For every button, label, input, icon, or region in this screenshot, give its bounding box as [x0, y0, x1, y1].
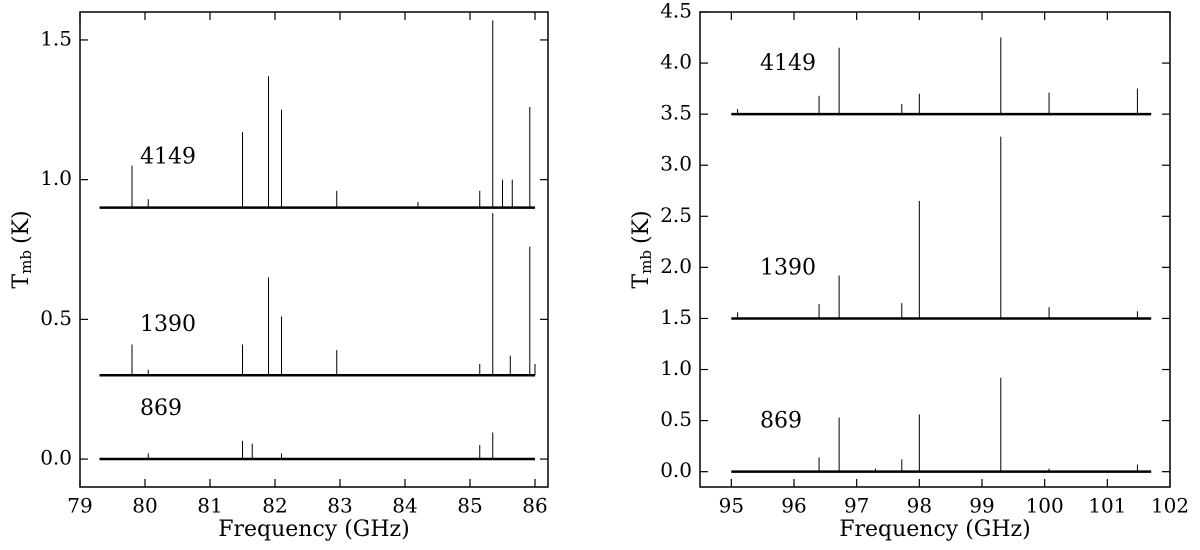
x-tick-label: 80	[132, 494, 157, 518]
x-axis-label: Frequency (GHz)	[839, 517, 1031, 542]
x-tick-label: 99	[969, 494, 994, 518]
x-tick-label: 79	[67, 494, 92, 518]
y-tick-label: 3.0	[660, 152, 692, 176]
y-tick-label: 3.5	[660, 101, 692, 125]
y-axis-label-main: T	[629, 274, 654, 289]
series-label: 869	[140, 396, 182, 421]
x-tick-label: 82	[262, 494, 287, 518]
y-axis-label-unit: (K)	[9, 210, 34, 244]
y-tick-label: 1.0	[40, 166, 72, 190]
series-label: 4149	[140, 145, 196, 170]
y-tick-label: 1.0	[660, 356, 692, 380]
x-tick-label: 102	[1151, 494, 1189, 518]
x-tick-label: 95	[719, 494, 744, 518]
y-tick-label: 2.0	[660, 254, 692, 278]
plot-frame	[79, 11, 549, 488]
y-tick-label: 0.0	[660, 458, 692, 482]
y-axis-label: Tmb (K)	[629, 210, 655, 288]
y-tick-label: 0.5	[40, 306, 72, 330]
plot-frame	[699, 11, 1171, 488]
x-tick-label: 98	[907, 494, 932, 518]
x-tick-label: 96	[781, 494, 806, 518]
x-tick-label: 83	[327, 494, 352, 518]
y-tick-label: 4.0	[660, 50, 692, 74]
y-tick-label: 0.0	[40, 446, 72, 470]
x-tick-label: 84	[392, 494, 417, 518]
y-tick-label: 0.5	[660, 407, 692, 431]
series-label: 1390	[760, 255, 816, 280]
x-tick-label: 97	[844, 494, 869, 518]
y-axis-label-main: T	[9, 274, 34, 289]
y-axis-label-unit: (K)	[629, 210, 654, 244]
x-tick-label: 85	[457, 494, 482, 518]
y-tick-label: 1.5	[40, 26, 72, 50]
y-axis-label-sub: mb	[637, 250, 655, 274]
x-axis-label: Frequency (GHz)	[218, 517, 410, 542]
y-axis-label-sub: mb	[17, 250, 35, 274]
y-tick-label: 4.5	[660, 0, 692, 23]
x-tick-label: 86	[522, 494, 547, 518]
series-label: 1390	[140, 312, 196, 337]
series-label: 869	[760, 409, 802, 434]
x-tick-label: 81	[197, 494, 222, 518]
y-axis-label: Tmb (K)	[9, 210, 35, 288]
y-tick-label: 1.5	[660, 305, 692, 329]
series-label: 4149	[760, 51, 816, 76]
x-tick-label: 100	[1026, 494, 1064, 518]
x-tick-label: 101	[1088, 494, 1126, 518]
y-tick-label: 2.5	[660, 203, 692, 227]
